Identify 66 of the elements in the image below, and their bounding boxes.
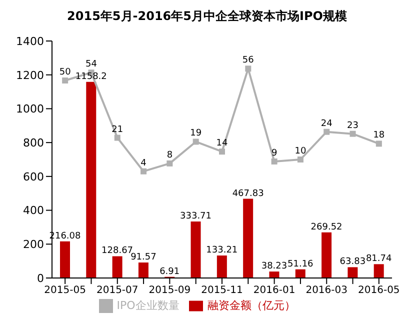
bar (243, 198, 254, 278)
point (271, 158, 278, 164)
x-tick-label: 2016-05 (358, 285, 400, 296)
data-label: 51.16 (288, 259, 314, 270)
data-label: 50 (59, 68, 72, 78)
legend-label: 融资金额（亿元） (207, 299, 296, 312)
data-label: 1158.2 (75, 72, 107, 82)
bar (348, 267, 358, 278)
x-tick-label: 2015-05 (44, 285, 86, 296)
data-label: 18 (373, 130, 385, 141)
point (376, 140, 382, 147)
data-label: 63.83 (340, 257, 366, 268)
data-label: 21 (112, 124, 124, 135)
x-tick-label: 2016-01 (253, 285, 296, 296)
data-label: 81.74 (366, 254, 392, 264)
point (324, 128, 330, 135)
data-label: 14 (216, 138, 228, 149)
data-label: 9 (271, 148, 278, 158)
y-tick-label: 0 (37, 272, 44, 285)
data-label: 133.21 (206, 245, 238, 256)
data-label: 24 (320, 118, 333, 129)
x-tick-label: 2015-09 (148, 285, 191, 296)
point (62, 78, 68, 84)
point (350, 130, 356, 137)
bar (60, 241, 70, 278)
data-label: 467.83 (232, 188, 264, 199)
x-tick-label: 2016-03 (306, 285, 348, 296)
x-tick-label: 2015-07 (96, 285, 138, 296)
y-tick-label: 400 (23, 204, 44, 218)
bar (138, 262, 148, 278)
y-tick-label: 600 (23, 170, 44, 184)
y-tick-label: 1000 (16, 102, 44, 116)
data-label: 333.71 (180, 212, 212, 222)
data-label: 38.23 (261, 262, 288, 272)
bar (374, 264, 384, 278)
bar (112, 256, 122, 278)
point (166, 160, 173, 166)
bar (86, 82, 96, 278)
data-label: 56 (242, 56, 254, 66)
bar (295, 269, 306, 278)
point (219, 148, 225, 155)
point (140, 168, 147, 174)
point (297, 156, 304, 162)
data-label: 269.52 (310, 222, 342, 232)
y-tick-label: 200 (23, 238, 44, 252)
bar (216, 255, 227, 278)
data-label: 8 (166, 150, 173, 160)
point (114, 134, 120, 141)
data-label: 19 (190, 128, 202, 139)
point (192, 138, 199, 145)
chart-title: 2015年5月-2016年5月中企全球资本市场IPO规模 (66, 8, 348, 25)
y-tick-label: 1400 (16, 34, 44, 48)
bar (269, 272, 280, 278)
bar (190, 222, 201, 278)
data-label: 10 (294, 146, 306, 156)
bar (322, 232, 332, 278)
data-label: 23 (347, 120, 358, 131)
y-tick-label: 800 (23, 136, 44, 150)
x-tick-label: 2015-11 (201, 285, 243, 296)
data-label: 4 (140, 158, 147, 168)
legend-label: IPO企业数量 (116, 299, 180, 312)
data-label: 91.57 (130, 252, 156, 262)
y-tick-label: 1200 (16, 68, 44, 82)
data-label: 54 (86, 60, 98, 70)
point (245, 66, 252, 72)
data-label: 6.91 (160, 266, 180, 277)
